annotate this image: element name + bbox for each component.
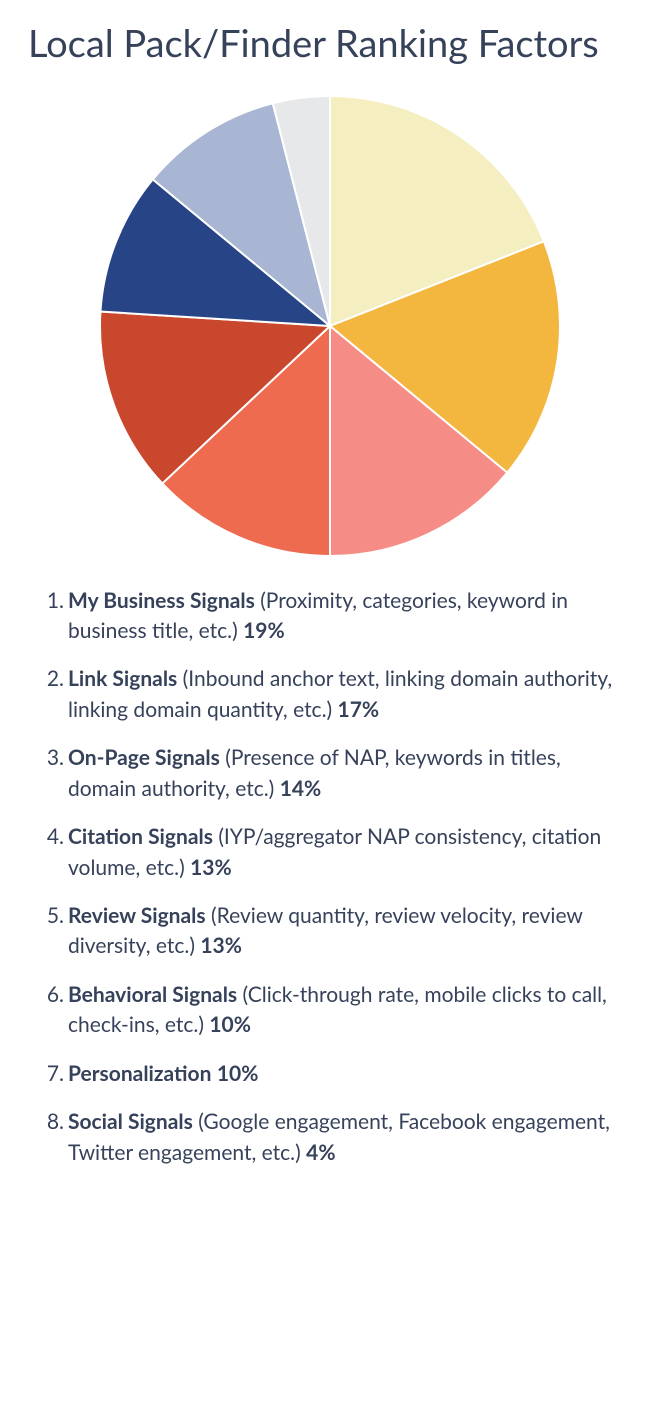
legend-item-label: Review Signals xyxy=(68,903,206,928)
page-title: Local Pack/Finder Ranking Factors xyxy=(28,20,632,68)
legend-item-pct: 4% xyxy=(306,1140,335,1165)
pie-chart xyxy=(100,96,560,556)
legend-item-label: Social Signals xyxy=(68,1109,193,1134)
legend-item-8: Social Signals (Google engagement, Faceb… xyxy=(48,1107,626,1168)
legend-item-pct: 10% xyxy=(217,1061,259,1086)
legend-item-pct: 10% xyxy=(209,1012,251,1037)
legend-item-label: Behavioral Signals xyxy=(68,982,237,1007)
legend-item-label: Citation Signals xyxy=(68,824,213,849)
legend-item-pct: 17% xyxy=(338,697,380,722)
legend-item-pct: 13% xyxy=(200,933,242,958)
legend-item-6: Behavioral Signals (Click-through rate, … xyxy=(48,980,626,1041)
legend-item-label: Personalization xyxy=(68,1061,211,1086)
legend-item-2: Link Signals (Inbound anchor text, linki… xyxy=(48,664,626,725)
legend-item-label: Link Signals xyxy=(68,666,177,691)
legend-item-pct: 14% xyxy=(280,776,322,801)
legend-list: My Business Signals (Proximity, categori… xyxy=(28,586,632,1169)
legend-item-7: Personalization 10% xyxy=(48,1059,626,1089)
legend-item-label: My Business Signals xyxy=(68,588,255,613)
legend-item-pct: 13% xyxy=(190,855,232,880)
pie-chart-container xyxy=(28,96,632,556)
legend-item-5: Review Signals (Review quantity, review … xyxy=(48,901,626,962)
legend-item-4: Citation Signals (IYP/aggregator NAP con… xyxy=(48,822,626,883)
legend-item-pct: 19% xyxy=(243,618,285,643)
legend-item-3: On-Page Signals (Presence of NAP, keywor… xyxy=(48,743,626,804)
legend-item-label: On-Page Signals xyxy=(68,745,220,770)
legend-item-1: My Business Signals (Proximity, categori… xyxy=(48,586,626,647)
